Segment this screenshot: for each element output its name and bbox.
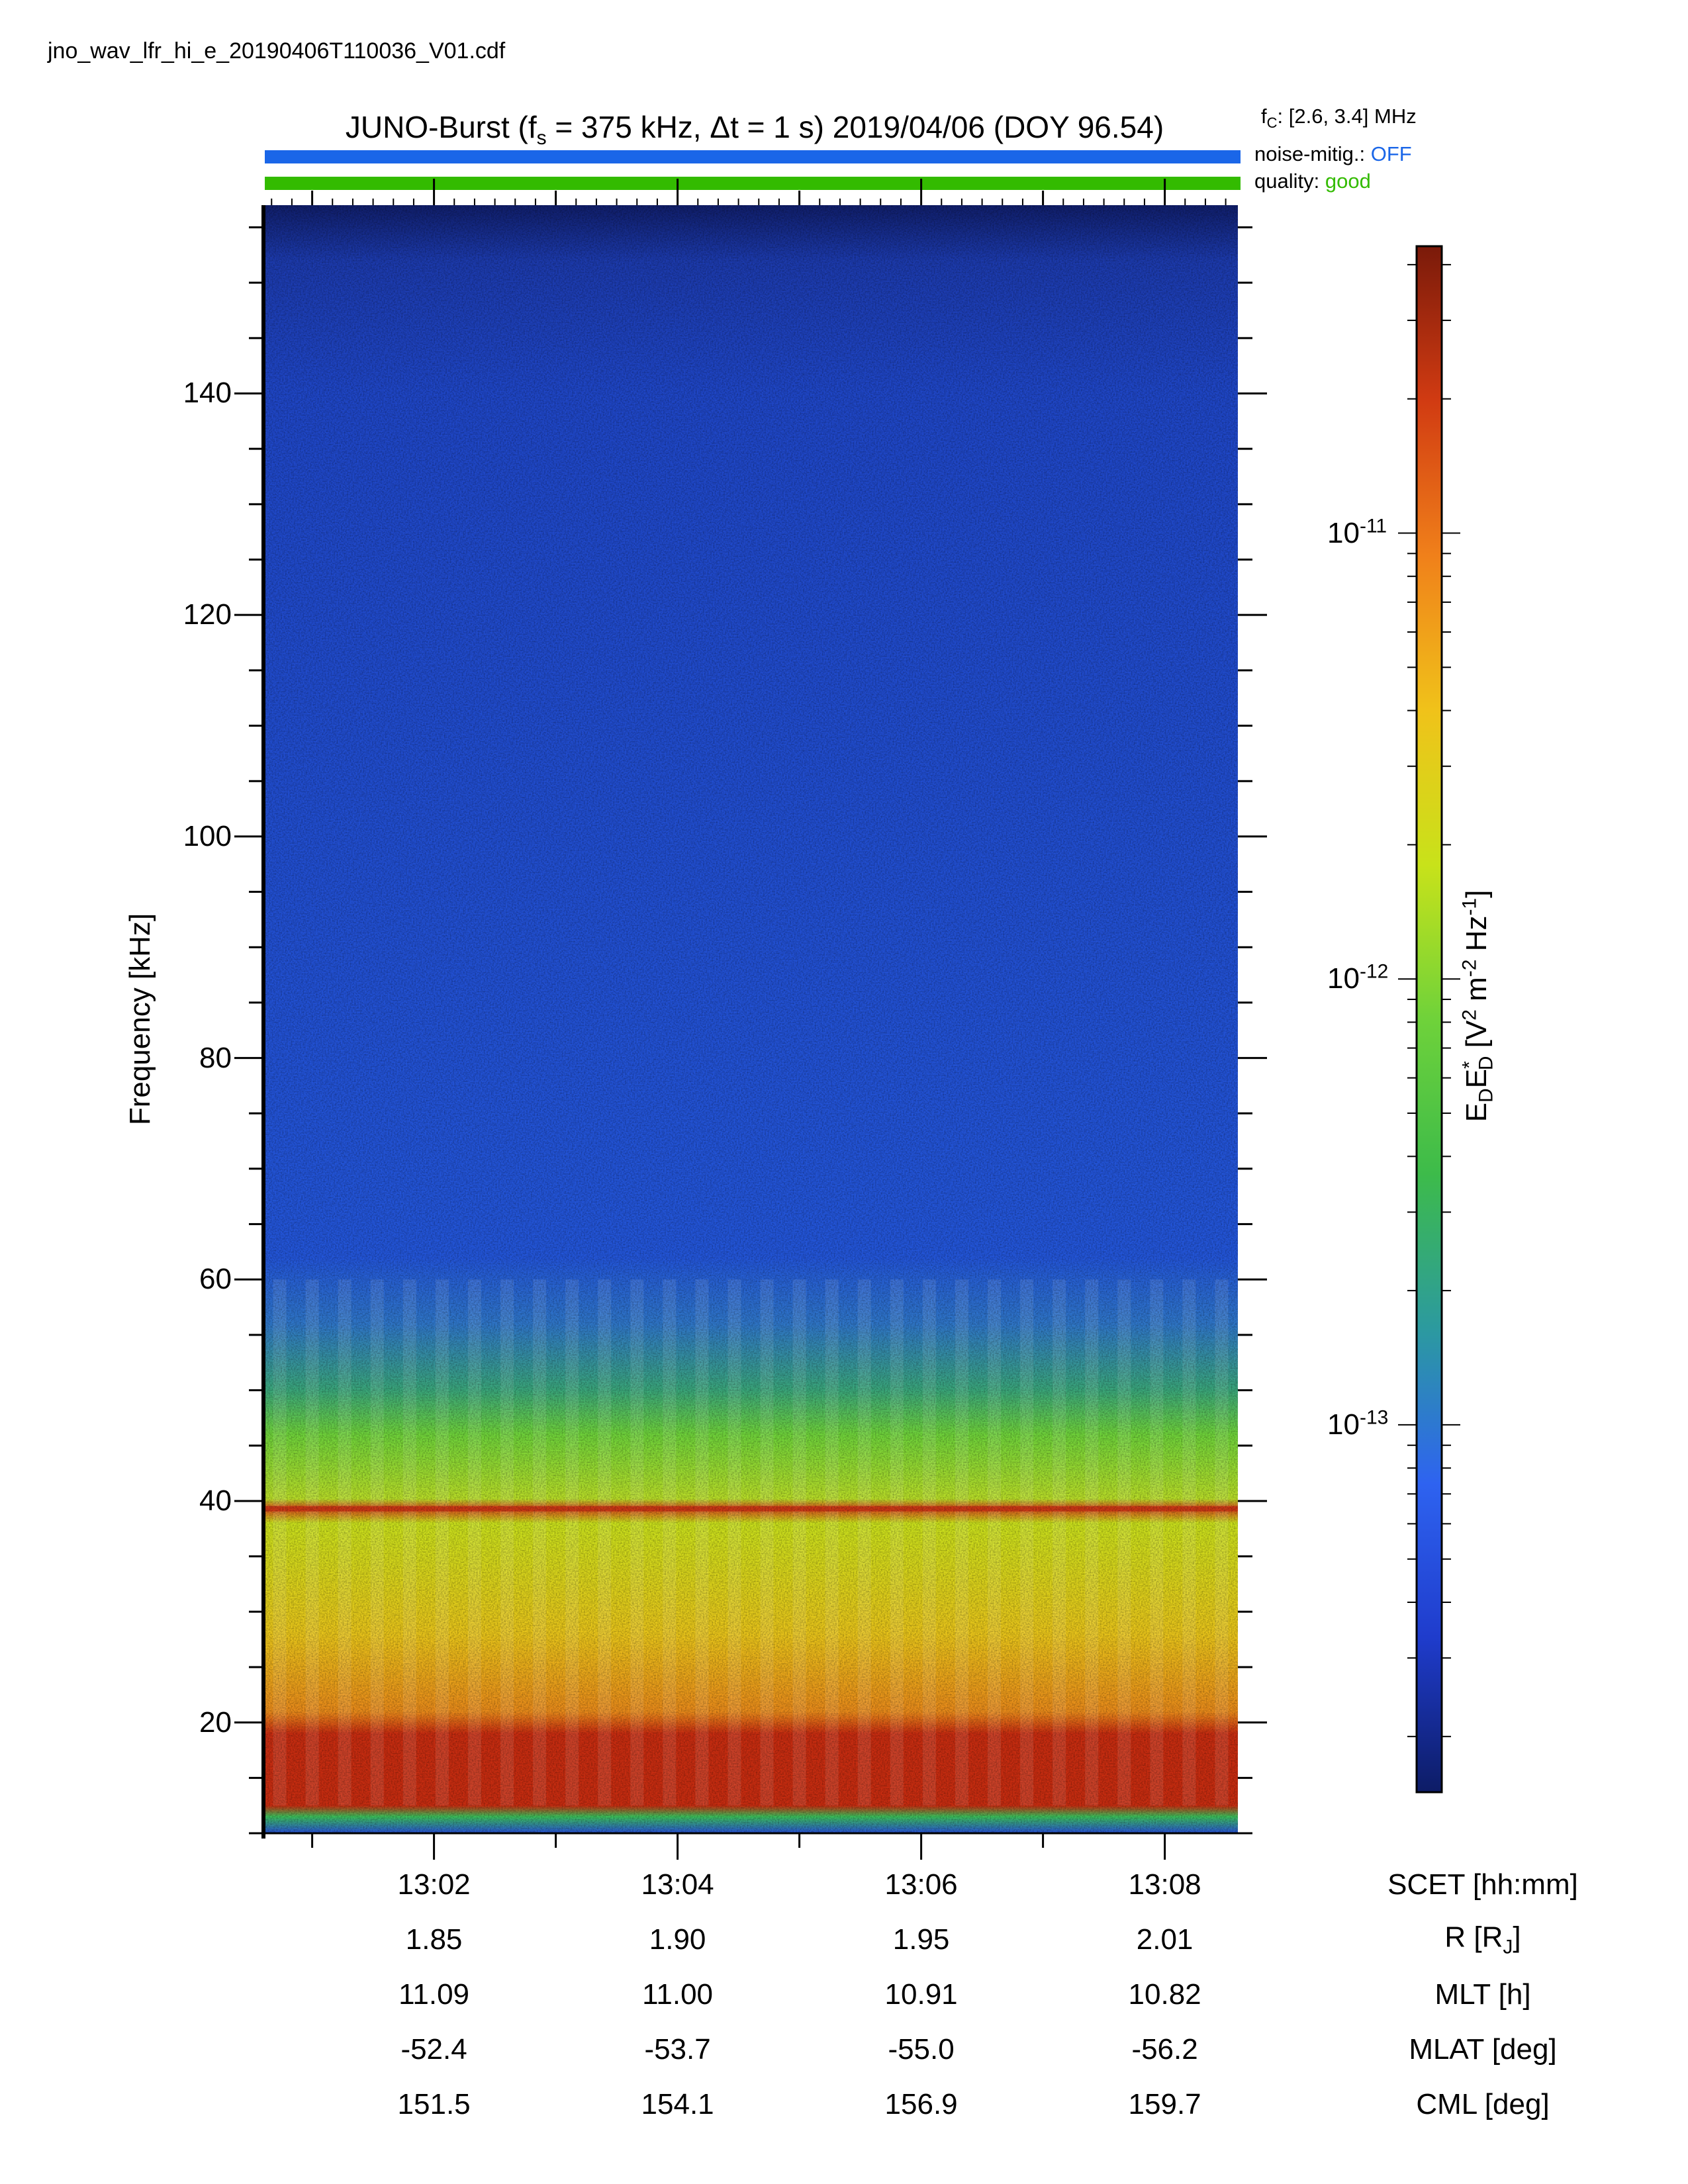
chart-title: JUNO-Burst (fs = 375 kHz, Δt = 1 s) 2019… — [345, 110, 1164, 150]
ephemeris-value: -56.2 — [1131, 2033, 1198, 2066]
y-tick-label: 140 — [183, 377, 232, 410]
ephemeris-value: 156.9 — [884, 2088, 958, 2120]
ephemeris-value: 13:06 — [884, 1868, 958, 1901]
ephemeris-row-label: R [RJ] — [1444, 1921, 1521, 1958]
ephemeris-value: 1.85 — [405, 1923, 463, 1956]
ephemeris-value: 11.09 — [399, 1978, 470, 2011]
colorbar-tick-label: 10-13 — [1327, 1406, 1389, 1441]
ephemeris-value: 13:04 — [641, 1868, 714, 1901]
ephemeris-row-label: SCET [hh:mm] — [1387, 1868, 1578, 1901]
colorbar-gradient — [1415, 245, 1443, 1794]
y-tick-label: 60 — [199, 1263, 232, 1296]
noise-texture — [263, 205, 1238, 1833]
quality-bar — [265, 177, 1241, 190]
colorbar — [1398, 245, 1460, 1794]
quality-text: quality: — [1254, 169, 1325, 193]
ephemeris-value: 159.7 — [1128, 2088, 1201, 2120]
y-tick-label: 80 — [199, 1041, 232, 1074]
ephemeris-row-label: MLT [h] — [1434, 1978, 1531, 2011]
colorbar-tick-label: 10-11 — [1327, 514, 1387, 549]
ephemeris-value: 1.95 — [892, 1923, 950, 1956]
ephemeris-value: -55.0 — [888, 2033, 955, 2066]
ephemeris-value: 154.1 — [641, 2088, 714, 2120]
quality-label: quality: good — [1254, 169, 1371, 193]
ephemeris-row-label: MLAT [deg] — [1409, 2033, 1557, 2066]
ephemeris-value: 13:02 — [397, 1868, 471, 1901]
file-name: jno_wav_lfr_hi_e_20190406T110036_V01.cdf — [48, 38, 506, 64]
ephemeris-value: 10.82 — [1128, 1978, 1201, 2011]
noise-mitigation-label: noise-mitig.: OFF — [1254, 142, 1412, 166]
ephemeris-value: -52.4 — [400, 2033, 467, 2066]
y-tick-label: 40 — [199, 1484, 232, 1517]
noise-mitigation-value: OFF — [1370, 142, 1412, 165]
ephemeris-row-label: CML [deg] — [1416, 2088, 1550, 2120]
fc-range-label: fC: [2.6, 3.4] MHz — [1261, 105, 1417, 132]
quality-value: good — [1325, 169, 1371, 193]
ephemeris-value: 10.91 — [884, 1978, 958, 2011]
ephemeris-value: -53.7 — [644, 2033, 711, 2066]
noise-mitigation-bar — [265, 150, 1241, 163]
colorbar-tick-label: 10-12 — [1327, 960, 1389, 995]
noise-mitigation-text: noise-mitig.: — [1254, 142, 1371, 165]
spectrogram — [263, 205, 1238, 1833]
ephemeris-value: 13:08 — [1128, 1868, 1201, 1901]
colorbar-label: EDE*D [V2 m-2 Hz-1] — [1458, 889, 1497, 1122]
ephemeris-value: 2.01 — [1136, 1923, 1194, 1956]
ephemeris-value: 151.5 — [397, 2088, 471, 2120]
ephemeris-value: 1.90 — [649, 1923, 706, 1956]
y-tick-label: 120 — [183, 598, 232, 631]
y-axis-label: Frequency [kHz] — [124, 913, 156, 1126]
y-tick-label: 100 — [183, 819, 232, 852]
y-tick-label: 20 — [199, 1706, 232, 1739]
ephemeris-value: 11.00 — [642, 1978, 714, 2011]
